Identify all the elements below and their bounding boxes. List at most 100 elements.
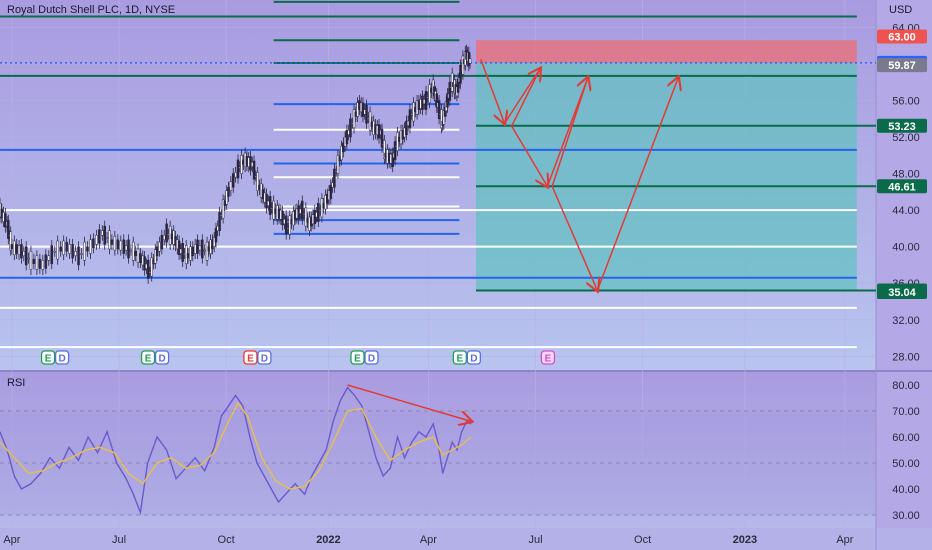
candle-body [7, 220, 10, 239]
price-badge-label: 35.04 [888, 287, 916, 299]
candle-body [17, 245, 21, 255]
candle-body [342, 142, 345, 153]
time-tick-label: Jul [528, 534, 542, 546]
candle-body [345, 129, 349, 145]
price-axis-bg [876, 0, 932, 550]
candle-body [38, 258, 42, 269]
candle-body [29, 250, 33, 270]
forecast-arrow [551, 186, 597, 290]
take-profit-zone [476, 62, 857, 291]
forecast-arrow [503, 69, 541, 124]
candle-body [155, 246, 159, 257]
candle-body [134, 250, 137, 257]
time-tick-label: Apr [836, 534, 853, 546]
candle-body [41, 260, 45, 270]
price-badge [877, 58, 927, 73]
price-badge-label: 63.00 [888, 32, 916, 44]
candle-body [105, 237, 109, 239]
candle-body [256, 172, 259, 191]
candle-body [150, 257, 153, 277]
candle-body [83, 241, 86, 261]
earnings-marker-letter: E [247, 354, 254, 365]
price-tick-label: 40.00 [892, 242, 920, 254]
candle-body [32, 258, 36, 265]
earnings-marker-letter: D [470, 354, 477, 365]
candle-body [154, 249, 157, 264]
rsi-divergence-arrow [347, 384, 471, 421]
candle-body [127, 239, 130, 259]
candle-body [124, 245, 128, 251]
candle-body [65, 241, 68, 252]
price-badge [877, 118, 927, 133]
earnings-marker-letter: E [354, 354, 361, 365]
candle-body [365, 104, 368, 124]
candle-body [160, 234, 164, 250]
candle-body [231, 173, 235, 188]
candle-body [221, 199, 225, 219]
forecast-arrow [511, 125, 548, 186]
candle-body [136, 248, 140, 263]
price-badge-label: 46.61 [888, 181, 916, 193]
candle-body [301, 200, 304, 220]
candle-body [80, 253, 83, 255]
price-tick-label: 52.00 [892, 132, 920, 144]
candle-body [143, 256, 146, 271]
candle-body [227, 187, 230, 197]
candle-body [459, 64, 462, 84]
price-tick-label: 32.00 [892, 315, 920, 327]
candle-body [236, 159, 240, 179]
forecast-arrow [546, 78, 587, 187]
rsi-band-fill [0, 411, 876, 515]
price-badge [877, 284, 927, 299]
rsi-title: RSI [7, 377, 26, 389]
candle-body [103, 225, 106, 245]
candle-body [288, 215, 292, 235]
candle-body [10, 244, 14, 250]
rsi-series-line [0, 386, 472, 516]
earnings-marker [154, 350, 170, 365]
earnings-marker-letter: D [158, 354, 165, 365]
earnings-marker-letter: D [58, 354, 65, 365]
forecast-arrow [511, 68, 541, 127]
candle-body [225, 190, 228, 205]
earnings-marker [466, 350, 481, 365]
time-tick-label: Oct [218, 534, 235, 546]
price-tick-label: 48.00 [892, 169, 920, 181]
candle-body [13, 240, 16, 255]
earnings-marker-letter: D [261, 354, 268, 365]
candle-body [284, 215, 288, 235]
price-tick-label: 56.00 [892, 95, 920, 107]
rsi-tick-label: 80.00 [892, 380, 920, 392]
candle-body [333, 168, 336, 188]
candle-body [20, 244, 23, 259]
earnings-marker-letter: E [545, 354, 552, 365]
candle-body [44, 254, 48, 269]
candle-body [47, 255, 51, 261]
candle-body [304, 207, 308, 227]
price-tick-label: 44.00 [892, 205, 920, 217]
candle-body [129, 249, 133, 252]
candle-body [22, 250, 26, 257]
earnings-marker [40, 350, 56, 365]
candle-body [196, 239, 199, 254]
rsi-tick-label: 70.00 [892, 406, 920, 418]
candle-body [201, 239, 204, 259]
time-tick-label: Jul [112, 534, 126, 546]
candle-body [86, 246, 89, 252]
candle-body [113, 236, 117, 251]
candle-body [35, 255, 39, 270]
candle-body [198, 245, 202, 251]
rsi-tick-label: 50.00 [892, 458, 920, 470]
earnings-marker [364, 350, 379, 365]
candle-body [132, 241, 135, 261]
candle-body [229, 181, 233, 191]
candle-body [177, 240, 181, 255]
time-tick-label: 2023 [733, 534, 757, 546]
candle-body [108, 230, 111, 250]
candle-body [122, 239, 126, 254]
candle-body [15, 244, 18, 254]
candle-body [340, 145, 343, 161]
stop-loss-zone [476, 40, 857, 63]
